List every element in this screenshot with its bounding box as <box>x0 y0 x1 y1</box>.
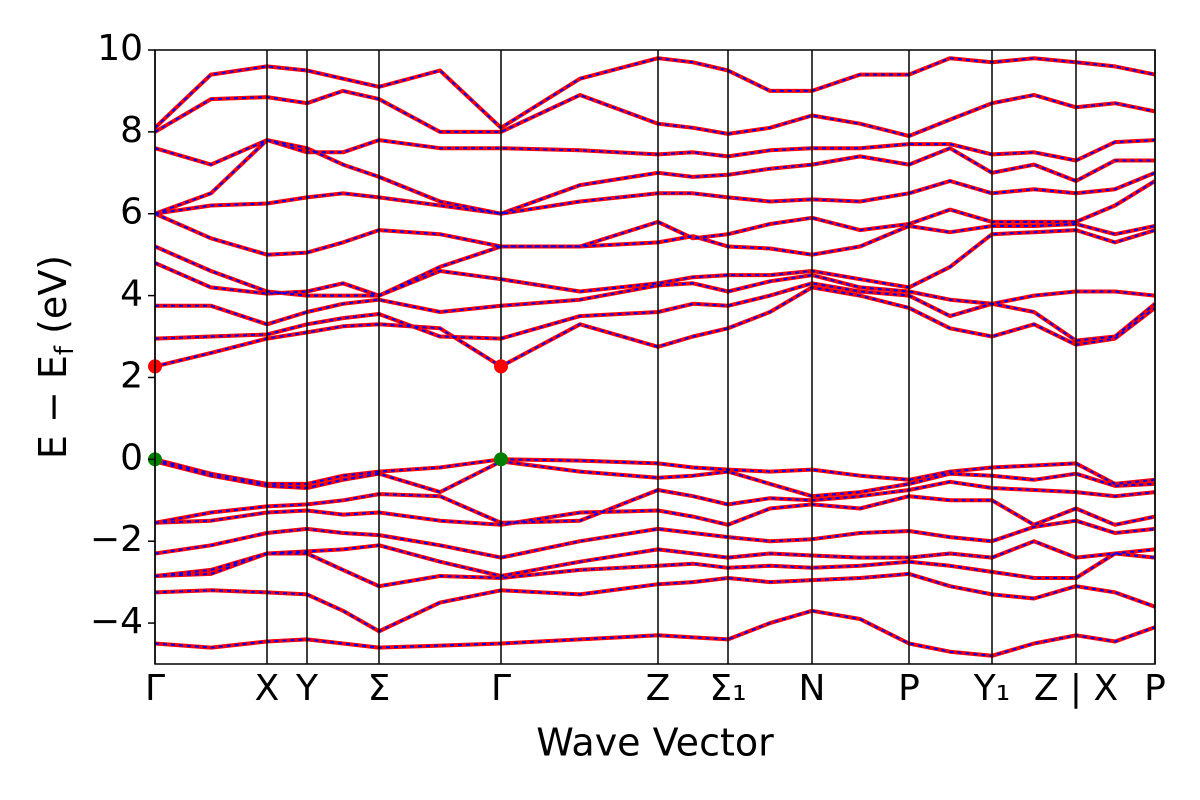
band-line <box>155 480 1155 524</box>
band-line <box>155 539 1155 578</box>
x-tick-label: X <box>255 668 280 709</box>
y-tick-label: −4 <box>90 601 143 642</box>
x-tick-label: Y <box>295 668 319 709</box>
band-line <box>155 223 1155 297</box>
band-line <box>155 458 1155 485</box>
x-tick-label: Z | X <box>1034 668 1118 709</box>
band-line <box>155 495 1155 526</box>
band-line <box>155 460 1155 498</box>
x-tick-label: P <box>1144 668 1166 709</box>
y-tick-label: 2 <box>120 355 143 396</box>
band-line <box>155 571 1155 634</box>
x-tick-label: Z <box>646 668 671 709</box>
y-tick-label: 0 <box>120 437 143 478</box>
x-tick-label: Γ <box>145 668 165 709</box>
y-tick-label: 10 <box>97 28 143 69</box>
plot-frame <box>154 49 1156 665</box>
band-line <box>155 609 1155 657</box>
band-line <box>155 494 1155 527</box>
y-tick-label: 4 <box>120 274 143 315</box>
band-line <box>155 56 1155 130</box>
y-axis-title-sub: f <box>50 345 80 355</box>
x-tick-label: Y₁ <box>973 668 1010 709</box>
band-line <box>155 552 1155 588</box>
band-line <box>155 519 1155 559</box>
point <box>494 359 508 374</box>
band-line <box>155 171 1155 215</box>
band-line <box>155 139 1155 166</box>
x-tick-label: P <box>898 668 920 709</box>
point <box>494 452 508 467</box>
band-line <box>155 88 1155 138</box>
band-line <box>155 139 1155 215</box>
band-line <box>155 572 1155 633</box>
x-axis-title: Wave Vector <box>536 721 774 765</box>
x-tick-label: N <box>799 668 826 709</box>
band-line <box>155 551 1155 589</box>
band-line <box>155 229 1155 297</box>
band-line <box>155 274 1155 326</box>
y-axis-title-unit: (eV) <box>31 255 75 346</box>
band-line <box>155 57 1155 129</box>
x-tick-label: Σ <box>368 668 391 709</box>
y-tick-label: −2 <box>90 519 143 560</box>
y-axis-title-main: E − E <box>31 355 75 459</box>
band-line <box>155 286 1155 368</box>
band-line <box>155 180 1155 256</box>
plot-area <box>155 56 1155 658</box>
y-tick-label: 6 <box>120 192 143 233</box>
x-tick-label: Γ <box>491 668 511 709</box>
band-line <box>155 138 1155 167</box>
band-line <box>155 282 1155 342</box>
y-tick-label: 8 <box>120 110 143 151</box>
band-line <box>155 89 1155 137</box>
x-tick-label: Σ₁ <box>709 668 746 709</box>
band-line <box>155 540 1155 577</box>
y-axis-title: E − Ef (eV) <box>31 255 80 459</box>
band-line <box>155 608 1155 658</box>
